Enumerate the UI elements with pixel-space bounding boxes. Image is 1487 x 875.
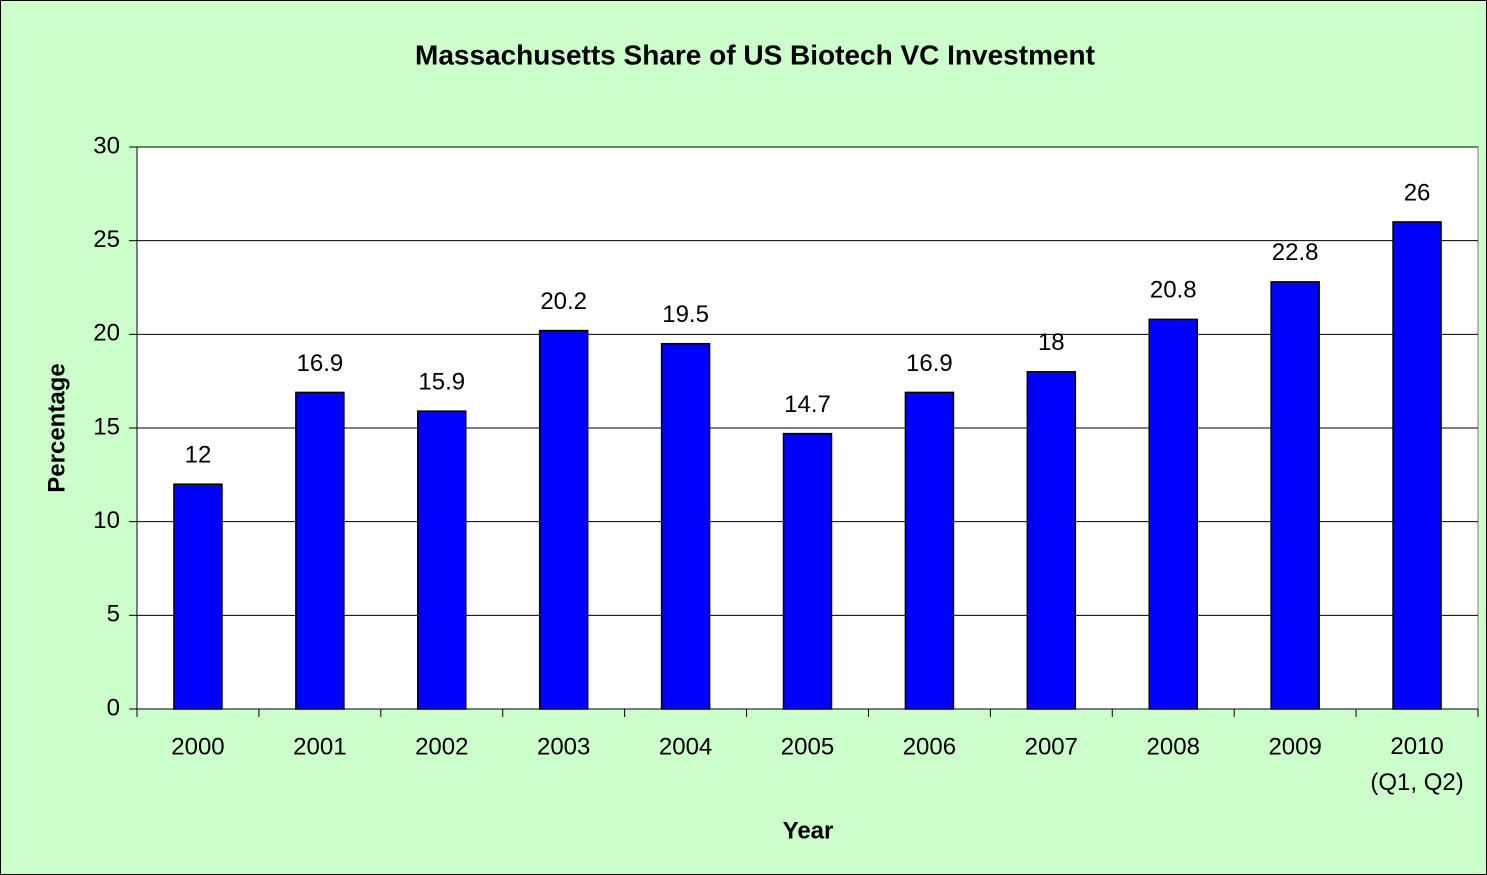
bar bbox=[173, 483, 223, 710]
y-tick-label: 20 bbox=[93, 320, 120, 347]
y-tick-label: 15 bbox=[93, 413, 120, 440]
data-label: 14.7 bbox=[784, 391, 831, 418]
bar bbox=[1026, 371, 1077, 710]
data-label: 12 bbox=[185, 442, 212, 469]
x-tick-label: 2010 (Q1, Q2) bbox=[1370, 733, 1463, 796]
bar bbox=[538, 329, 589, 710]
x-tick-label: 2004 bbox=[659, 733, 712, 760]
data-label: 16.9 bbox=[906, 350, 953, 377]
y-tick-label: 10 bbox=[93, 507, 120, 534]
x-tick-label: 2000 bbox=[171, 733, 224, 760]
x-tick-label: 2007 bbox=[1025, 733, 1078, 760]
bar bbox=[904, 391, 955, 710]
chart-title: Massachusetts Share of US Biotech VC Inv… bbox=[415, 39, 1095, 70]
data-label: 16.9 bbox=[297, 350, 344, 377]
x-tick-label: 2008 bbox=[1147, 733, 1200, 760]
y-axis-title: Percentage bbox=[43, 363, 70, 492]
x-tick-label: 2009 bbox=[1268, 733, 1321, 760]
bar bbox=[1392, 221, 1442, 710]
y-tick-label: 25 bbox=[93, 226, 120, 253]
x-tick-label: 2006 bbox=[903, 733, 956, 760]
data-label: 26 bbox=[1404, 179, 1431, 206]
y-tick-label: 5 bbox=[107, 601, 120, 628]
x-tick-label: 2001 bbox=[293, 733, 346, 760]
bar bbox=[1270, 281, 1320, 710]
bar bbox=[417, 410, 467, 710]
x-tick-label: 2003 bbox=[537, 733, 590, 760]
bar bbox=[782, 432, 833, 710]
y-tick-label: 0 bbox=[107, 694, 120, 721]
data-label: 19.5 bbox=[662, 301, 709, 328]
data-label: 22.8 bbox=[1272, 239, 1319, 266]
bar bbox=[295, 391, 345, 710]
data-label: 18 bbox=[1038, 329, 1065, 356]
y-tick-label: 30 bbox=[93, 132, 120, 159]
data-label: 20.2 bbox=[540, 288, 587, 315]
bar bbox=[1148, 318, 1198, 710]
bar bbox=[660, 342, 711, 710]
data-label: 20.8 bbox=[1150, 277, 1197, 304]
x-tick-label: 2002 bbox=[415, 733, 468, 760]
x-axis-title: Year bbox=[783, 817, 834, 844]
data-label: 15.9 bbox=[418, 368, 465, 395]
x-tick-label: 2005 bbox=[781, 733, 834, 760]
